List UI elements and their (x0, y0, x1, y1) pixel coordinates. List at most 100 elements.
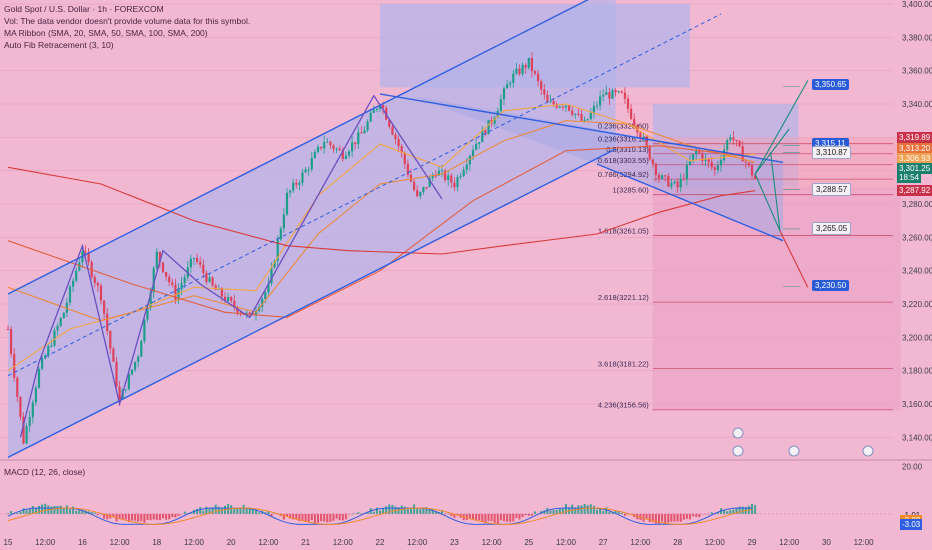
macd-bar (453, 513, 456, 518)
macd-bar (561, 508, 564, 514)
x-tick-label: 16 (78, 538, 87, 547)
candle-body (165, 272, 168, 277)
candle-body (273, 260, 276, 268)
price-target-label[interactable]: 3,230.50 (812, 279, 850, 291)
candle-body (608, 92, 611, 99)
candle-body (676, 181, 679, 188)
price-target-label[interactable]: 3,310.87 (812, 145, 852, 159)
fib-label: 2.618(3221.12) (598, 293, 649, 302)
macd-bar (84, 510, 87, 514)
macd-bar (134, 513, 137, 521)
price-target-label[interactable]: 3,315.11 (812, 138, 849, 150)
macd-bar (530, 513, 533, 516)
macd-bar (710, 512, 713, 514)
axis-price-tag: 3,287.92 (897, 184, 932, 196)
candle-body (701, 153, 704, 161)
macd-bar (317, 513, 319, 523)
macd-bar (158, 513, 161, 521)
candle-body (512, 73, 515, 83)
macd-legend[interactable]: MACD (12, 26, close) (4, 467, 86, 477)
macd-bar (326, 513, 329, 523)
macd-bar (478, 513, 481, 521)
candle-body (103, 300, 106, 314)
macd-bar (379, 510, 381, 514)
candle-body (695, 149, 698, 155)
x-tick-label: 22 (376, 538, 385, 547)
macd-bar (81, 510, 84, 514)
price-target-label[interactable]: 3,265.05 (812, 221, 852, 235)
candle-body (595, 105, 599, 107)
macd-bar (441, 510, 443, 514)
candle-body (589, 112, 592, 120)
macd-bar (16, 513, 19, 514)
candle-body (208, 277, 211, 282)
candle-body (425, 186, 428, 188)
macd-bar (592, 505, 595, 514)
candle-body (152, 268, 155, 293)
candle-body (310, 158, 313, 170)
axis-price-tag: 18:54 (897, 172, 922, 184)
macd-bar (69, 509, 71, 514)
candle-body (468, 155, 471, 165)
axis-price-tag: 3,319.89 (897, 131, 932, 143)
macd-bar (351, 513, 354, 515)
candle-body (642, 137, 645, 139)
macd-bar (534, 511, 536, 514)
candle-body (400, 146, 403, 153)
macd-bar (196, 508, 199, 514)
fib-top-label: 0.236(3325.60) (598, 122, 649, 131)
macd-bar (726, 511, 729, 514)
axis-price-tag: 3,306.93 (897, 153, 932, 165)
macd-bar (413, 504, 416, 514)
x-tick-label: 12:00 (630, 538, 651, 547)
macd-bar (695, 513, 698, 517)
candle-body (518, 68, 521, 74)
macd-bar (329, 513, 332, 522)
macd-bar (503, 513, 505, 522)
candle-body (130, 369, 134, 375)
macd-value-tag: -3.03 (900, 518, 923, 530)
macd-bar (468, 513, 471, 519)
candle-body (183, 277, 186, 284)
macd-bar (34, 507, 37, 514)
candle-body (639, 132, 642, 138)
desc-channel-lower (596, 163, 784, 242)
candle-body (422, 186, 425, 192)
macd-line (7, 507, 753, 525)
channel-mid-line (7, 13, 722, 377)
ma-ribbon-label[interactable]: MA Ribbon (SMA, 20, SMA, 50, SMA, 100, S… (4, 28, 208, 38)
macd-bar (385, 506, 388, 514)
macd-bar (391, 505, 394, 514)
candle-body (710, 162, 713, 168)
candle-body (326, 141, 329, 143)
candle-body (611, 89, 614, 99)
candle-body (199, 261, 202, 265)
candle-body (509, 82, 512, 85)
candle-body (729, 137, 732, 141)
candle-body (673, 181, 676, 184)
fib-label: 1(3285.60) (613, 186, 650, 195)
candle-body (416, 190, 419, 197)
macd-bar (372, 511, 375, 514)
candle-body (44, 355, 47, 359)
candle-body (475, 143, 478, 150)
candle-body (16, 377, 19, 397)
macd-bar (366, 512, 369, 514)
candle-body (223, 296, 227, 302)
macd-bar (689, 513, 691, 520)
x-tick-label: 23 (450, 538, 459, 547)
price-target-label[interactable]: 3,288.57 (812, 182, 852, 196)
macd-bar (53, 505, 56, 514)
macd-bar (434, 511, 437, 514)
candle-body (143, 319, 146, 341)
macd-bar (382, 508, 385, 514)
macd-bar (410, 507, 412, 514)
fib-label[interactable]: Auto Fib Retracement (3, 10) (4, 40, 114, 50)
macd-bar (112, 513, 115, 518)
candle-body (667, 175, 670, 187)
price-target-label[interactable]: 3,350.65 (812, 79, 850, 91)
event-icon (788, 445, 800, 457)
macd-bar (620, 512, 623, 514)
